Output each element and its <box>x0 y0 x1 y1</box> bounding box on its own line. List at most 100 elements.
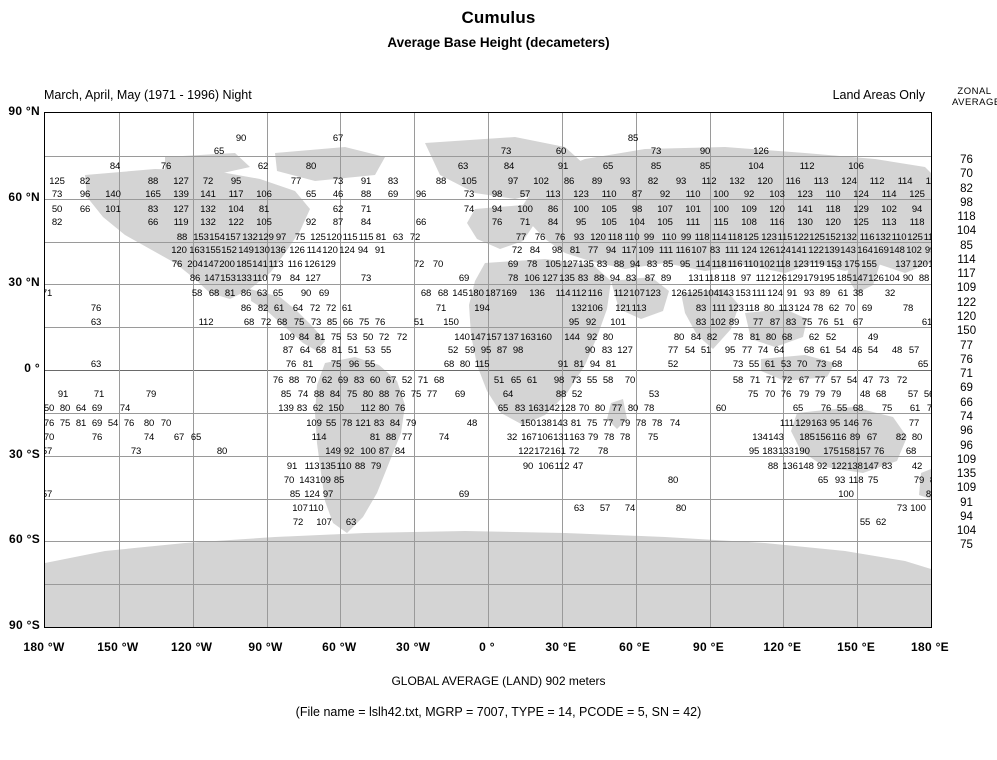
grid-cell-value: 94 <box>491 204 503 215</box>
grid-cell-value: 101 <box>610 317 626 328</box>
grid-cell-value: 125 <box>909 189 925 200</box>
grid-cell-value: 81 <box>573 359 585 370</box>
grid-cell-value: 109 <box>638 245 654 256</box>
grid-cell-value: 79 <box>270 273 282 284</box>
grid-cell-value: 75 <box>647 432 659 443</box>
grid-cell-value: 111 <box>751 288 767 299</box>
grid-cell-value: 124 <box>741 245 757 256</box>
grid-cell-value: 47 <box>862 375 874 386</box>
grid-cell-value: 96 <box>415 189 427 200</box>
grid-cell-value: 66 <box>415 217 427 228</box>
grid-cell-value: 83 <box>353 375 365 386</box>
grid-cell-value: 97 <box>507 176 519 187</box>
grid-cell-value: 94 <box>609 273 621 284</box>
grid-cell-value: 98 <box>553 375 565 386</box>
grid-cell-value: 80 <box>459 359 471 370</box>
grid-cell-value: 100 <box>838 489 854 500</box>
zonal-average-value: 94 <box>960 510 973 523</box>
grid-cell-value: 58 <box>191 288 203 299</box>
grid-cell-value: 84 <box>109 161 121 172</box>
grid-cell-value: 67 <box>173 432 185 443</box>
grid-cell-value: 148 <box>889 245 905 256</box>
grid-cell-value: 112 <box>799 161 815 172</box>
grid-cell-value: 78 <box>341 418 353 429</box>
grid-cell-value: 142 <box>544 403 560 414</box>
grid-cell-value: 51 <box>493 375 505 386</box>
grid-cell-value: 157 <box>486 332 502 343</box>
grid-cell-value: 194 <box>474 303 490 314</box>
grid-cell-value: 119 <box>809 259 825 270</box>
grid-cell-value: 165 <box>145 189 161 200</box>
grid-cell-value: 75 <box>330 359 342 370</box>
grid-cell-value: 81 <box>331 345 343 356</box>
page-title: Cumulus <box>461 8 536 27</box>
period-label: March, April, May (1971 - 1996) Night <box>44 88 252 102</box>
grid-cell-value: 163 <box>528 403 544 414</box>
grid-cell-value: 112 <box>198 317 214 328</box>
grid-cell-value: 96 <box>348 359 360 370</box>
grid-cell-value: 127 <box>173 176 189 187</box>
grid-cell-value: 149 <box>238 245 254 256</box>
grid-cell-value: 132 <box>875 232 891 243</box>
grid-cell-value: 84 <box>298 332 310 343</box>
grid-cell-value: 81 <box>569 245 581 256</box>
grid-cell-value: 72 <box>413 259 425 270</box>
grid-cell-value: 180 <box>468 288 484 299</box>
zonal-average-value: 117 <box>957 268 976 281</box>
grid-cell-value: 123 <box>573 189 589 200</box>
zonal-average-value: 77 <box>960 339 973 352</box>
grid-cell-value: 143 <box>299 475 315 486</box>
grid-cell-value: 78 <box>643 403 655 414</box>
grid-cell-value: 84 <box>925 489 931 500</box>
grid-cell-value: 99 <box>924 245 931 256</box>
zonal-average-value: 75 <box>960 539 973 552</box>
grid-cell-value: 100 <box>517 204 533 215</box>
grid-cell-value: 120 <box>769 204 785 215</box>
grid-cell-value: 93 <box>675 176 687 187</box>
grid-cell-value: 72 <box>896 375 908 386</box>
grid-cell-value: 61 <box>909 403 921 414</box>
grid-cell-value: 136 <box>270 245 286 256</box>
grid-cell-value: 69 <box>91 403 103 414</box>
grid-cell-value: 109 <box>306 418 322 429</box>
longitude-tick-label: 180 °E <box>911 640 949 654</box>
grid-cell-value: 85 <box>627 133 639 144</box>
grid-cell-value: 125 <box>49 176 65 187</box>
grid-cell-value: 187 <box>485 288 501 299</box>
grid-cell-value: 75 <box>293 317 305 328</box>
grid-cell-value: 149 <box>325 446 341 457</box>
grid-cell-value: 130 <box>254 245 270 256</box>
grid-cell-value: 115 <box>358 232 374 243</box>
grid-cell-value: 190 <box>794 446 810 457</box>
grid-cell-value: 93 <box>834 475 846 486</box>
grid-cell-value: 65 <box>817 475 829 486</box>
grid-cell-value: 77 <box>426 389 438 400</box>
gridline-lon <box>266 113 268 627</box>
grid-cell-value: 104 <box>228 204 244 215</box>
grid-cell-value: 85 <box>326 317 338 328</box>
grid-cell-value: 90 <box>699 146 711 157</box>
grid-cell-value: 63 <box>90 359 102 370</box>
grid-cell-value: 120 <box>326 232 342 243</box>
grid-cell-value: 55 <box>380 345 392 356</box>
grid-cell-value: 80 <box>765 332 777 343</box>
grid-cell-value: 85 <box>650 161 662 172</box>
grid-cell-value: 124 <box>339 245 355 256</box>
grid-cell-value: 69 <box>861 303 873 314</box>
grid-cell-value: 82 <box>51 217 63 228</box>
grid-cell-value: 68 <box>420 288 432 299</box>
grid-cell-value: 74 <box>438 432 450 443</box>
grid-cell-value: 76 <box>394 389 406 400</box>
grid-cell-value: 106 <box>587 303 603 314</box>
grid-cell-value: 141 <box>252 259 268 270</box>
grid-cell-value: 95 <box>575 217 587 228</box>
grid-cell-value: 111 <box>711 303 727 314</box>
grid-cell-value: 128 <box>560 403 576 414</box>
grid-cell-value: 54 <box>107 418 119 429</box>
grid-cell-value: 154 <box>209 232 225 243</box>
grid-cell-value: 82 <box>895 432 907 443</box>
gridline-lon <box>857 113 859 627</box>
grid-cell-value: 83 <box>709 245 721 256</box>
grid-cell-value: 70 <box>305 375 317 386</box>
grid-cell-value: 68 <box>443 359 455 370</box>
